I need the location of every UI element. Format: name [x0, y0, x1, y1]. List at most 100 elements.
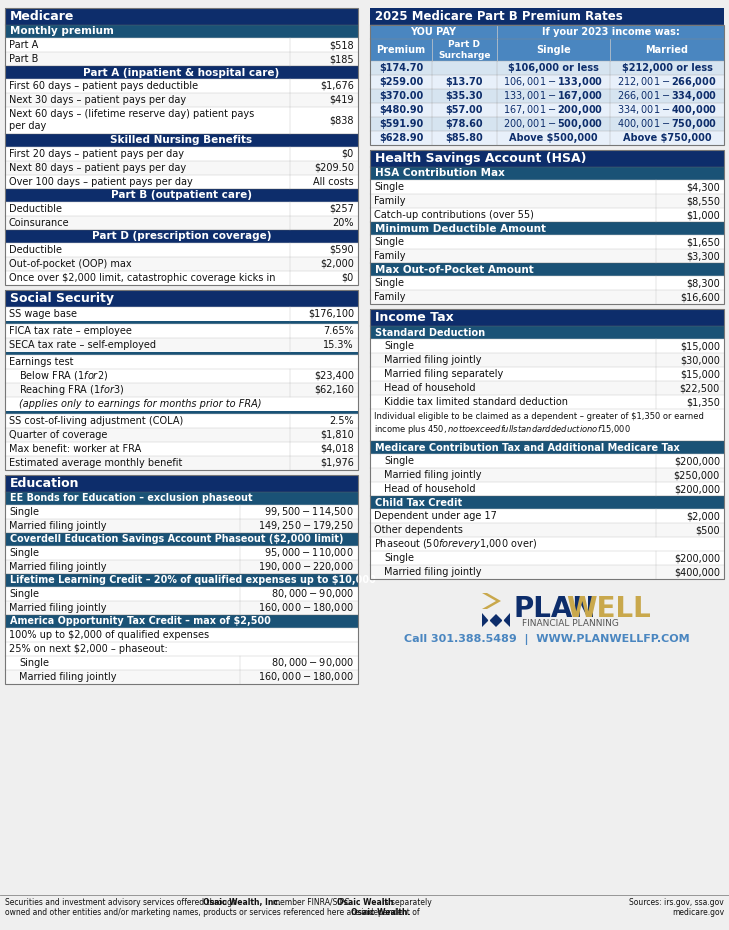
Text: Next 30 days – patient pays per day: Next 30 days – patient pays per day — [9, 95, 186, 105]
Text: Lifetime Learning Credit – 20% of qualified expenses up to $10,000: Lifetime Learning Credit – 20% of qualif… — [10, 575, 376, 585]
Bar — [370, 482, 724, 496]
Text: Single: Single — [19, 658, 49, 668]
Bar — [497, 25, 724, 39]
Text: If your 2023 income was:: If your 2023 income was: — [542, 27, 679, 37]
Bar — [5, 560, 358, 574]
Text: Family: Family — [374, 251, 405, 261]
Bar — [370, 565, 724, 579]
Text: $16,600: $16,600 — [680, 292, 720, 302]
Text: Head of household: Head of household — [384, 383, 475, 393]
Text: Standard Deduction: Standard Deduction — [375, 327, 485, 338]
Text: Single: Single — [9, 507, 39, 516]
Bar — [5, 134, 358, 147]
Text: Securities and investment advisory services offered through: Securities and investment advisory servi… — [5, 897, 239, 907]
Bar — [5, 52, 358, 66]
Text: $160,000 - $180,000: $160,000 - $180,000 — [258, 601, 354, 614]
Text: $95,000 - $110,000: $95,000 - $110,000 — [265, 546, 354, 559]
Bar — [370, 249, 724, 263]
Bar — [5, 456, 358, 470]
Text: $15,000: $15,000 — [680, 341, 720, 351]
Text: $4,300: $4,300 — [686, 182, 720, 192]
Text: Below FRA ($1 for $2): Below FRA ($1 for $2) — [19, 369, 108, 382]
Text: $591.90: $591.90 — [379, 119, 423, 129]
Bar — [5, 321, 358, 324]
Text: $257: $257 — [329, 204, 354, 214]
Bar — [370, 61, 724, 75]
Bar — [370, 103, 724, 117]
Text: $174.70: $174.70 — [379, 63, 423, 73]
Text: $1,000: $1,000 — [686, 210, 720, 220]
Text: $400,000: $400,000 — [674, 567, 720, 577]
Text: Married filing jointly: Married filing jointly — [9, 603, 106, 613]
Bar — [5, 230, 358, 243]
Bar — [5, 414, 358, 428]
Bar — [5, 79, 358, 93]
Text: $628.90: $628.90 — [379, 133, 424, 143]
Bar — [370, 537, 724, 551]
Text: $838: $838 — [330, 115, 354, 126]
Text: $15,000: $15,000 — [680, 369, 720, 379]
Bar — [370, 180, 724, 194]
Text: owned and other entities and/or marketing names, products or services referenced: owned and other entities and/or marketin… — [5, 908, 422, 916]
Text: Sources: irs.gov, ssa.gov: Sources: irs.gov, ssa.gov — [629, 897, 724, 907]
Bar — [5, 271, 358, 285]
Text: $200,000: $200,000 — [674, 553, 720, 563]
Bar — [370, 89, 724, 103]
Text: $250,000: $250,000 — [674, 470, 720, 480]
Bar — [5, 628, 358, 642]
Bar — [5, 411, 358, 414]
Text: Single: Single — [384, 456, 414, 466]
Text: $106,000 or less: $106,000 or less — [508, 63, 599, 73]
Text: $176,100: $176,100 — [308, 309, 354, 319]
Text: $1,350: $1,350 — [686, 397, 720, 407]
Text: Part A: Part A — [9, 40, 38, 50]
Bar — [5, 147, 358, 161]
Bar — [370, 381, 724, 395]
Text: $133,001 - $167,000: $133,001 - $167,000 — [504, 89, 604, 103]
Text: Deductible: Deductible — [9, 245, 62, 255]
Text: $22,500: $22,500 — [679, 383, 720, 393]
Text: Individual eligible to be claimed as a dependent – greater of $1,350 or earned i: Individual eligible to be claimed as a d… — [374, 412, 704, 436]
Bar — [5, 670, 358, 684]
Polygon shape — [482, 593, 501, 609]
Text: Above $750,000: Above $750,000 — [623, 133, 712, 143]
Bar — [370, 339, 724, 353]
Text: FINANCIAL PLANNING: FINANCIAL PLANNING — [522, 618, 619, 628]
Text: SECA tax rate – self-employed: SECA tax rate – self-employed — [9, 339, 156, 350]
Text: $99,500 - $114,500: $99,500 - $114,500 — [265, 505, 354, 518]
Text: Married filing separately: Married filing separately — [384, 369, 503, 379]
Text: $8,550: $8,550 — [686, 196, 720, 206]
Text: $13.70: $13.70 — [445, 77, 483, 87]
Text: Max benefit: worker at FRA: Max benefit: worker at FRA — [9, 444, 141, 454]
Bar — [5, 587, 358, 601]
Text: YOU PAY: YOU PAY — [410, 27, 456, 37]
Text: Once over $2,000 limit, catastrophic coverage kicks in: Once over $2,000 limit, catastrophic cov… — [9, 272, 276, 283]
Text: EE Bonds for Education – exclusion phaseout: EE Bonds for Education – exclusion phase… — [10, 493, 253, 503]
Text: Kiddie tax limited standard deduction: Kiddie tax limited standard deduction — [384, 397, 568, 407]
Text: Coverdell Education Savings Account Phaseout ($2,000 limit): Coverdell Education Savings Account Phas… — [10, 534, 343, 544]
Text: $80,000 - $90,000: $80,000 - $90,000 — [270, 587, 354, 600]
Text: $185: $185 — [330, 54, 354, 64]
Text: Married filing jointly: Married filing jointly — [19, 671, 117, 682]
Text: Married: Married — [645, 45, 688, 55]
Bar — [370, 131, 724, 145]
Text: $23,400: $23,400 — [314, 370, 354, 380]
Bar — [370, 39, 724, 61]
Bar — [370, 409, 724, 441]
Text: Medicare: Medicare — [10, 10, 74, 23]
Text: $80,000 - $90,000: $80,000 - $90,000 — [270, 656, 354, 669]
Text: Osaic Wealth.: Osaic Wealth. — [351, 908, 411, 916]
Text: $167,001 - $200,000: $167,001 - $200,000 — [504, 103, 604, 117]
Bar — [5, 93, 358, 107]
Text: $266,001 - $334,000: $266,001 - $334,000 — [617, 89, 717, 103]
Text: Osaic Wealth, Inc.: Osaic Wealth, Inc. — [203, 897, 281, 907]
Text: First 20 days – patient pays per day: First 20 days – patient pays per day — [9, 149, 184, 159]
Bar — [370, 290, 724, 304]
Bar — [5, 546, 358, 560]
Bar — [370, 117, 724, 131]
Text: First 60 days – patient pays deductible: First 60 days – patient pays deductible — [9, 81, 198, 91]
Text: Out-of-pocket (OOP) max: Out-of-pocket (OOP) max — [9, 259, 132, 269]
Bar — [370, 551, 724, 565]
Text: Part D (prescription coverage): Part D (prescription coverage) — [92, 231, 271, 241]
Bar — [370, 309, 724, 579]
